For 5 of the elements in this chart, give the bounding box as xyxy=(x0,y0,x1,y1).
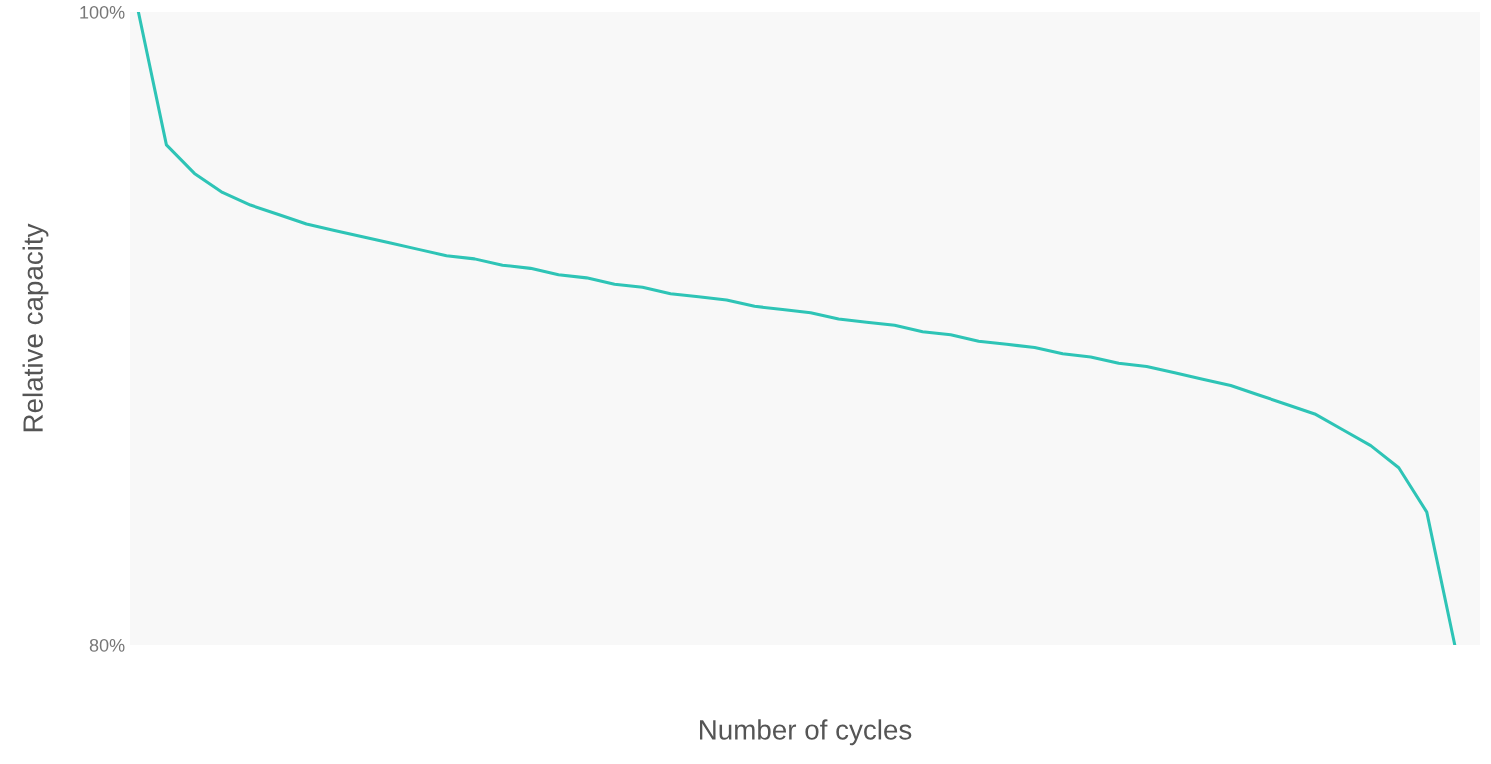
y-tick-label: 100% xyxy=(80,5,125,19)
y-axis-title: Relative capacity xyxy=(22,223,49,432)
line-series xyxy=(136,12,1457,645)
y-tick-label: 80% xyxy=(89,638,125,652)
x-axis-title: Number of cycles xyxy=(700,719,912,746)
